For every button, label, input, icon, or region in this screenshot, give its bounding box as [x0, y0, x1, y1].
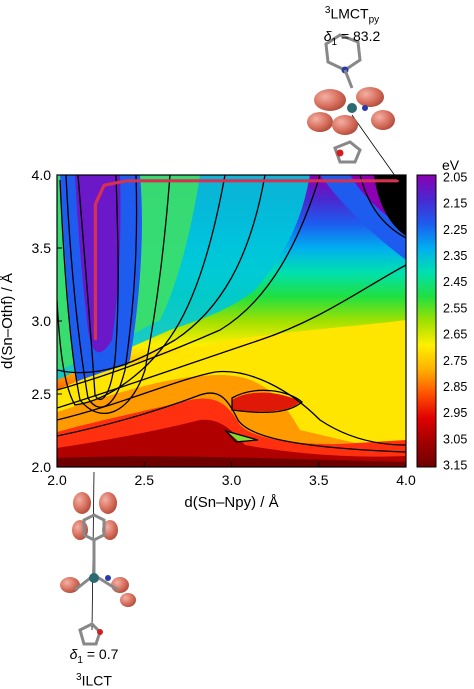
x-axis-label: d(Sn–Npy) / Å [184, 494, 278, 511]
orbital-lobe-top-3 [307, 112, 333, 132]
y-tick-label: 3.0 [32, 313, 52, 329]
y-axis: 2.0 2.5 3.0 3.5 4.0 [32, 167, 62, 475]
bond-top-1 [343, 69, 354, 89]
colorbar-unit: eV [442, 157, 460, 173]
contour-line [59, 175, 171, 415]
atom-n-top-2 [362, 105, 368, 111]
annotation-ilct-delta: δ1 = 0.7 [69, 646, 119, 666]
contour-line [223, 429, 259, 443]
orbital-lobe-bottom-4 [102, 520, 118, 540]
field-island-green [228, 432, 256, 441]
x-tick-label: 4.0 [396, 472, 416, 488]
field-region-purple [75, 175, 121, 353]
x-axis: 2.0 2.5 3.0 3.5 4.0 [47, 462, 416, 488]
colorbar-tick-label: 2.45 [443, 275, 467, 289]
orbital-lobe-bottom-7 [120, 593, 136, 607]
x-tick-label: 2.0 [47, 472, 67, 488]
orbital-lobe-bottom-6 [111, 577, 129, 593]
contour-line [57, 370, 406, 446]
contour-line [57, 175, 266, 374]
contour-line [57, 175, 321, 391]
colorbar-tick-label: 2.55 [443, 301, 467, 315]
atom-n-bottom [105, 575, 111, 581]
field-region-black [374, 175, 406, 236]
contour-lines [57, 175, 406, 453]
y-tick-label: 3.5 [32, 240, 52, 256]
molecule-ilct-structure [60, 471, 136, 646]
atom-sn-bottom [89, 573, 99, 583]
contour-line [57, 392, 406, 453]
atom-o-bottom [97, 629, 103, 635]
colorbar-tick-label: 3.05 [443, 432, 467, 446]
x-tick-label: 2.5 [135, 472, 155, 488]
orbital-lobe-bottom-2 [99, 492, 117, 514]
annotation-lmct-state: 3LMCTpy [324, 5, 380, 26]
annotation-lmct: 3LMCTpy δ1 = 83.2 [310, 2, 394, 51]
leader-line-top [351, 114, 399, 181]
orbital-lobe-top-2 [356, 87, 384, 107]
colorbar-tick-label: 2.25 [443, 223, 467, 237]
atom-o-top [336, 149, 344, 157]
colorbar-gradient [416, 174, 437, 468]
annotation-lmct-delta: δ1 = 83.2 [323, 28, 381, 49]
colorbar-tick-label: 3.15 [443, 459, 467, 473]
x-tick-label: 3.5 [309, 472, 329, 488]
molecule-lmct-structure [307, 33, 399, 181]
colorbar-tick-label: 2.35 [443, 249, 467, 263]
y-tick-label: 2.0 [32, 459, 52, 475]
orbital-lobe-bottom-1 [73, 492, 91, 514]
field-region-darkred [57, 419, 406, 467]
y-axis-label: d(Sn–Othf) / Å [0, 273, 16, 369]
contour-line [359, 175, 406, 239]
atom-sn-top [347, 103, 357, 113]
y-tick-label: 2.5 [32, 386, 52, 402]
colorbar-tick-label: 2.65 [443, 328, 467, 342]
contour-line [57, 175, 226, 406]
orbital-lobe-top-5 [371, 110, 395, 130]
orbital-lobe-bottom-5 [60, 577, 80, 593]
thf-ring-bottom [78, 622, 102, 646]
y-tick-label: 4.0 [32, 167, 52, 183]
plot-area [57, 175, 406, 467]
annotation-ilct: δ1 = 0.7 3ILCT [55, 646, 133, 689]
orbital-lobe-top-1 [314, 89, 346, 111]
annotation-ilct-state: 3ILCT [76, 671, 112, 689]
x-tick-label: 3.0 [222, 472, 242, 488]
thf-ring-top [333, 140, 362, 164]
colorbar-tick-label: 2.75 [443, 354, 467, 368]
colorbar-tick-label: 2.05 [443, 171, 467, 185]
contour-line [77, 175, 119, 401]
orbital-lobe-top-4 [332, 115, 358, 135]
colorbar-ticks: 2.05 2.15 2.25 2.35 2.45 2.55 2.65 2.75 2.85 2.95… [443, 171, 467, 473]
colorbar-tick-label: 2.85 [443, 380, 467, 394]
colorbar: eV 2.052.152.252.352.452.552.652.752.852… [416, 157, 467, 473]
field-island-red [232, 392, 300, 412]
contour-line [57, 264, 406, 409]
reaction-path [93, 179, 399, 341]
contour-line [231, 389, 303, 414]
colorbar-tick-label: 2.95 [443, 406, 467, 420]
colorbar-tick-label: 2.15 [443, 197, 467, 211]
